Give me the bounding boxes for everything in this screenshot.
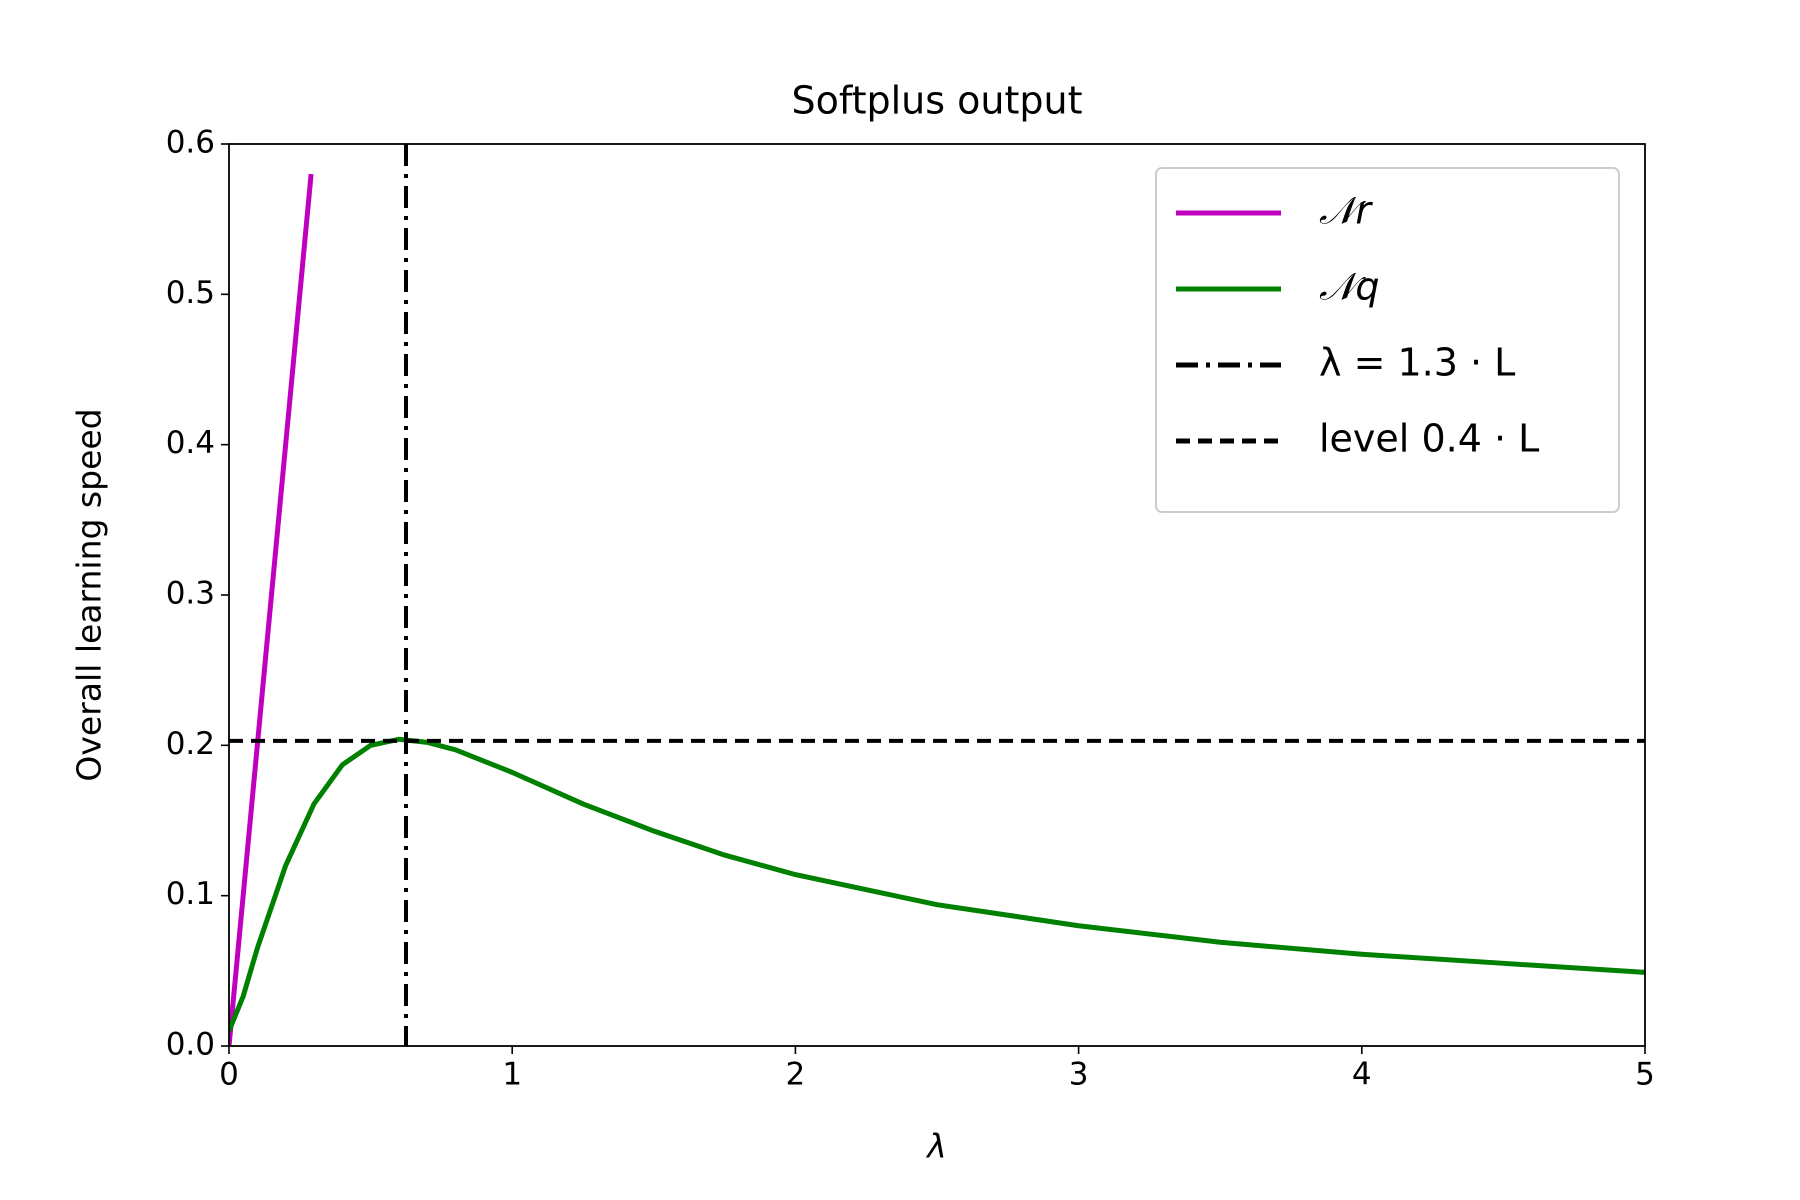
chart-title: Softplus output <box>792 79 1083 123</box>
series-line <box>229 173 314 1046</box>
legend-label: 𝒩r <box>1319 189 1373 233</box>
y-tick-label: 0.4 <box>166 425 215 461</box>
x-tick-label: 3 <box>1069 1057 1089 1093</box>
x-tick-label: 5 <box>1635 1057 1655 1093</box>
y-tick-label: 0.5 <box>166 275 215 311</box>
x-tick-label: 4 <box>1352 1057 1372 1093</box>
x-tick-label: 1 <box>502 1057 522 1093</box>
y-tick-label: 0.0 <box>166 1027 215 1063</box>
legend-label: 𝒩q <box>1319 265 1380 309</box>
y-tick-label: 0.2 <box>166 726 215 762</box>
x-axis-label: λ <box>925 1127 947 1166</box>
plot-frame <box>228 143 1646 1047</box>
y-axis-label: Overall learning speed <box>70 408 109 781</box>
legend-box <box>1155 167 1620 513</box>
x-tick-label: 0 <box>219 1057 239 1093</box>
series-line <box>229 736 1645 1032</box>
y-tick-label: 0.1 <box>166 876 215 912</box>
y-tick-label: 0.6 <box>166 125 215 161</box>
y-tick-label: 0.3 <box>166 576 215 612</box>
legend-label: level 0.4 · L <box>1319 417 1539 461</box>
x-tick-label: 2 <box>786 1057 806 1093</box>
legend-label: λ = 1.3 · L <box>1319 341 1515 385</box>
